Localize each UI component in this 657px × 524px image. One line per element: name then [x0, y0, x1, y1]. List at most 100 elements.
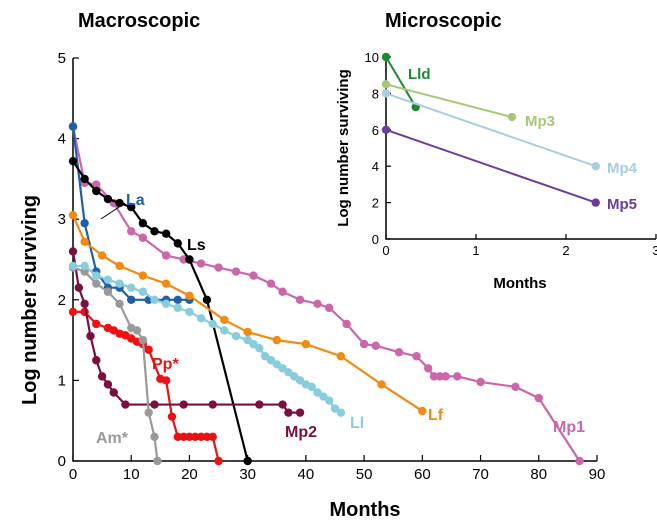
data-point-lf: [377, 380, 386, 389]
data-point-ls: [92, 186, 101, 196]
data-point-lf: [115, 261, 124, 271]
data-point-ls: [103, 194, 113, 204]
data-point-lf: [418, 406, 427, 416]
data-point-ls: [150, 227, 159, 236]
data-point-mp1: [371, 341, 380, 350]
data-point-mp5: [591, 198, 600, 207]
micro-x-tick-label: 2: [562, 243, 569, 258]
macro-x-label: Months: [329, 499, 400, 521]
series-line-la: [71, 126, 190, 301]
series-label-am: Am*: [96, 430, 129, 447]
data-point-mp1: [127, 227, 136, 236]
data-point-ll: [324, 396, 334, 405]
series-label-pp: Pp*: [152, 356, 179, 373]
data-point-pp: [196, 432, 206, 442]
data-point-am: [92, 279, 101, 288]
data-point-mp1: [342, 319, 351, 329]
data-point-ls: [173, 239, 182, 248]
data-point-mp1: [295, 295, 305, 304]
data-point-mp2: [103, 380, 113, 389]
data-point-ll: [103, 275, 113, 284]
data-point-mp1: [359, 339, 369, 349]
data-point-ls: [138, 219, 148, 228]
micro-y-tick-label: 2: [372, 196, 379, 211]
micro-y-tick-label: 4: [372, 159, 379, 174]
series-label-mp4: Mp4: [607, 160, 638, 177]
macro-x-tick-label: 80: [530, 466, 547, 483]
micro-y-label: Log number surviving: [335, 69, 352, 227]
data-point-mp2: [284, 408, 293, 417]
data-point-ll: [185, 307, 194, 317]
data-point-la: [173, 295, 182, 304]
series-label-mp5: Mp5: [607, 196, 637, 213]
data-point-lf: [272, 335, 281, 345]
series-label-mp1: Mp1: [553, 419, 585, 436]
data-point-ls: [243, 456, 252, 466]
data-point-mp1: [214, 263, 223, 272]
micro-x-tick-label: 3: [652, 243, 657, 258]
data-point-mp2: [208, 400, 217, 409]
micro-y-tick-label: 0: [372, 232, 379, 247]
data-point-pp: [167, 412, 177, 421]
data-point-mp2: [86, 331, 95, 341]
data-point-mp1: [196, 259, 206, 268]
data-point-mp1: [435, 372, 444, 381]
data-point-pp: [68, 307, 78, 317]
series-line-lf: [71, 214, 423, 412]
data-point-ll: [115, 279, 124, 288]
data-point-am: [150, 432, 159, 442]
data-point-lf: [80, 237, 89, 246]
micro-y-tick-label: 6: [372, 123, 379, 138]
micro-x-tick-label: 0: [382, 243, 389, 258]
micro-y-tick-label: 8: [372, 86, 379, 101]
series-line-mp4: [385, 92, 597, 168]
data-point-pp: [208, 432, 217, 442]
series-line-lld: [385, 56, 417, 108]
macro-y-tick-label: 1: [58, 372, 66, 389]
data-point-pp: [144, 345, 153, 354]
macro-y-tick-label: 3: [58, 211, 66, 228]
data-point-mp2: [121, 400, 130, 409]
data-point-ll: [231, 331, 241, 341]
data-point-pp: [92, 319, 101, 329]
data-point-pp: [191, 432, 200, 442]
data-point-ll: [255, 343, 264, 353]
data-point-ls: [161, 229, 171, 238]
macro-y-tick-label: 2: [58, 292, 66, 309]
data-point-la: [127, 295, 136, 304]
data-point-am: [103, 287, 113, 296]
data-point-mp1: [534, 393, 543, 403]
data-point-ls: [80, 174, 89, 184]
macro-x-tick-label: 70: [472, 466, 489, 483]
data-point-mp2: [80, 299, 89, 309]
data-point-ll: [196, 314, 206, 323]
data-point-mp1: [412, 352, 421, 361]
data-point-mp2: [97, 372, 107, 381]
data-point-lf: [138, 271, 148, 280]
data-point-ll: [80, 261, 89, 271]
data-point-la: [68, 122, 78, 131]
data-point-mp1: [423, 364, 433, 373]
data-point-mp1: [441, 372, 450, 381]
data-point-mp4: [591, 162, 600, 171]
macro-x-tick-label: 50: [356, 466, 373, 483]
data-point-mp1: [161, 251, 171, 260]
data-point-mp2: [150, 400, 159, 409]
micro-y-tick-label: 10: [365, 50, 379, 65]
micro-title: Microscopic: [385, 10, 502, 32]
data-point-pp: [161, 376, 171, 385]
data-point-mp1: [313, 299, 322, 309]
macro-y-tick-label: 0: [58, 453, 66, 470]
data-point-ll: [127, 283, 136, 292]
data-point-mp1: [92, 180, 101, 189]
series-line-ls: [72, 160, 249, 462]
micro-x-tick-label: 1: [472, 243, 479, 258]
data-point-am: [138, 335, 148, 345]
series-line-mp2: [71, 251, 301, 414]
data-point-lf: [97, 251, 107, 260]
data-point-am: [153, 456, 162, 466]
series-label-ls: Ls: [187, 237, 206, 254]
data-point-pp: [173, 432, 182, 442]
